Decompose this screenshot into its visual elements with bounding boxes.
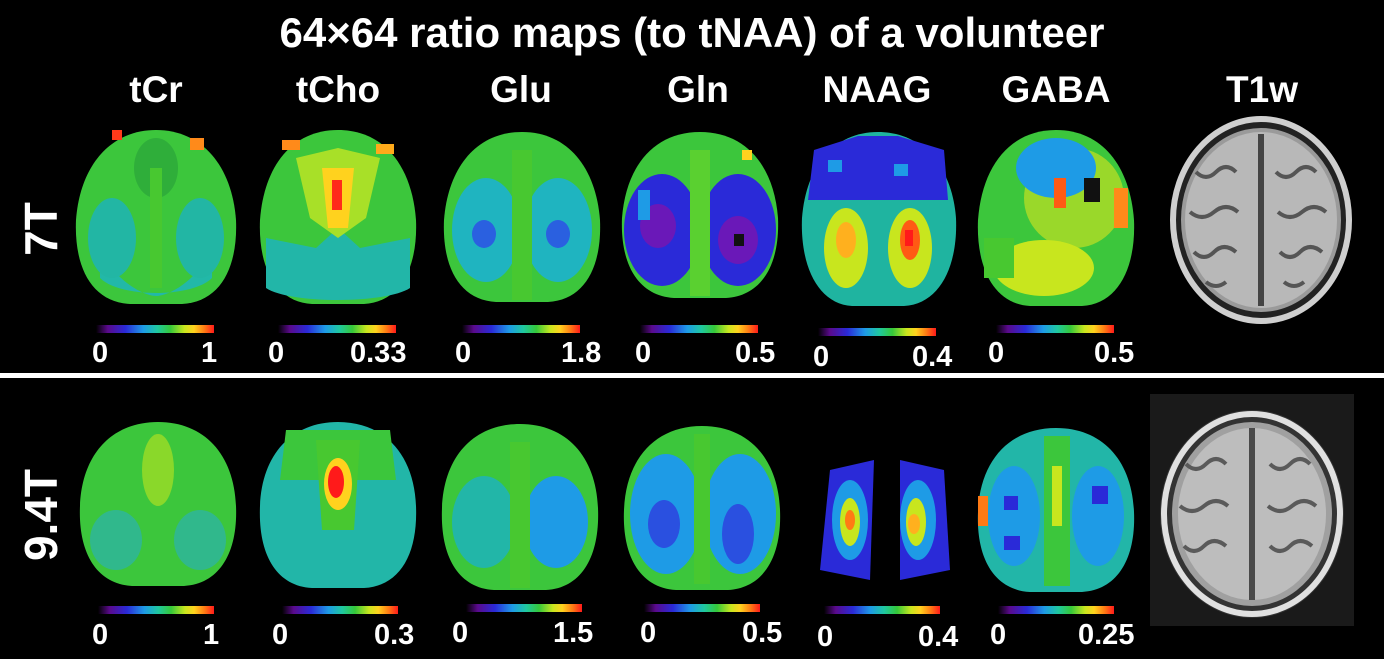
tick-94t-tcr-min: 0: [92, 619, 109, 651]
map-94t-glu: [438, 422, 602, 592]
tick-7t-naag-min: 0: [813, 341, 830, 373]
map-7t-naag: [798, 130, 958, 308]
colorbar-7t-tcho: [278, 325, 396, 333]
tick-94t-gaba-min: 0: [990, 619, 1007, 651]
t1w-image-7t: [1166, 112, 1356, 333]
tick-94t-naag-max: 0.4: [918, 621, 959, 653]
tick-7t-naag-max: 0.4: [912, 341, 953, 373]
column-label-t1w: T1w: [1226, 69, 1298, 110]
colorbar-7t-gln: [640, 325, 758, 333]
tick-7t-glu-min: 0: [455, 337, 472, 369]
map-7t-tcho: [256, 128, 420, 308]
map-7t-glu: [440, 130, 604, 306]
column-label-gaba: GABA: [1001, 69, 1111, 110]
colorbar-7t-gaba: [996, 325, 1114, 333]
row-label-7t: 7T: [15, 202, 67, 256]
tick-94t-gaba-max: 0.25: [1078, 619, 1135, 651]
map-94t-gaba: [974, 426, 1138, 594]
map-7t-gaba: [974, 128, 1138, 310]
tick-7t-gaba-min: 0: [988, 337, 1005, 369]
map-7t-tcr: [72, 128, 240, 308]
colorbar-94t-tcr: [98, 606, 214, 614]
map-94t-tcr: [76, 420, 240, 588]
tick-94t-gln-min: 0: [640, 617, 657, 649]
tick-7t-gln-max: 0.5: [735, 337, 776, 369]
colorbar-7t-glu: [462, 325, 580, 333]
tick-94t-glu-min: 0: [452, 617, 469, 649]
column-label-glu: Glu: [490, 69, 552, 110]
tick-94t-tcho-min: 0: [272, 619, 289, 651]
tick-7t-tcr-max: 1: [201, 337, 218, 369]
tick-94t-naag-min: 0: [817, 621, 834, 653]
colorbar-94t-gln: [644, 604, 760, 612]
map-7t-gln: [618, 130, 782, 300]
colorbar-7t-naag: [818, 328, 936, 336]
column-label-tcr: tCr: [129, 69, 183, 110]
colorbar-94t-tcho: [282, 606, 398, 614]
map-94t-tcho: [256, 420, 420, 590]
figure-title: 64×64 ratio maps (to tNAA) of a voluntee…: [279, 9, 1105, 56]
tick-7t-tcho-min: 0: [268, 337, 285, 369]
column-label-tcho: tCho: [295, 69, 381, 110]
tick-7t-tcr-min: 0: [92, 337, 109, 369]
tick-94t-glu-max: 1.5: [553, 617, 594, 649]
colorbar-94t-gaba: [998, 606, 1114, 614]
map-94t-gln: [620, 424, 784, 592]
row-divider: [0, 373, 1384, 378]
column-label-gln: Gln: [667, 69, 729, 110]
tick-94t-gln-max: 0.5: [742, 617, 783, 649]
colorbar-94t-glu: [466, 604, 582, 612]
colorbar-94t-naag: [824, 606, 940, 614]
map-94t-naag: [810, 440, 960, 590]
t1w-image-94t: [1150, 394, 1354, 631]
tick-7t-tcho-max: 0.33: [350, 337, 407, 369]
tick-7t-gaba-max: 0.5: [1094, 337, 1135, 369]
column-label-naag: NAAG: [822, 69, 932, 110]
tick-94t-tcr-max: 1: [203, 619, 220, 651]
tick-7t-gln-min: 0: [635, 337, 652, 369]
tick-94t-tcho-max: 0.3: [374, 619, 415, 651]
colorbar-7t-tcr: [96, 325, 214, 333]
tick-7t-glu-max: 1.8: [561, 337, 602, 369]
row-label-94t: 9.4T: [15, 468, 67, 562]
